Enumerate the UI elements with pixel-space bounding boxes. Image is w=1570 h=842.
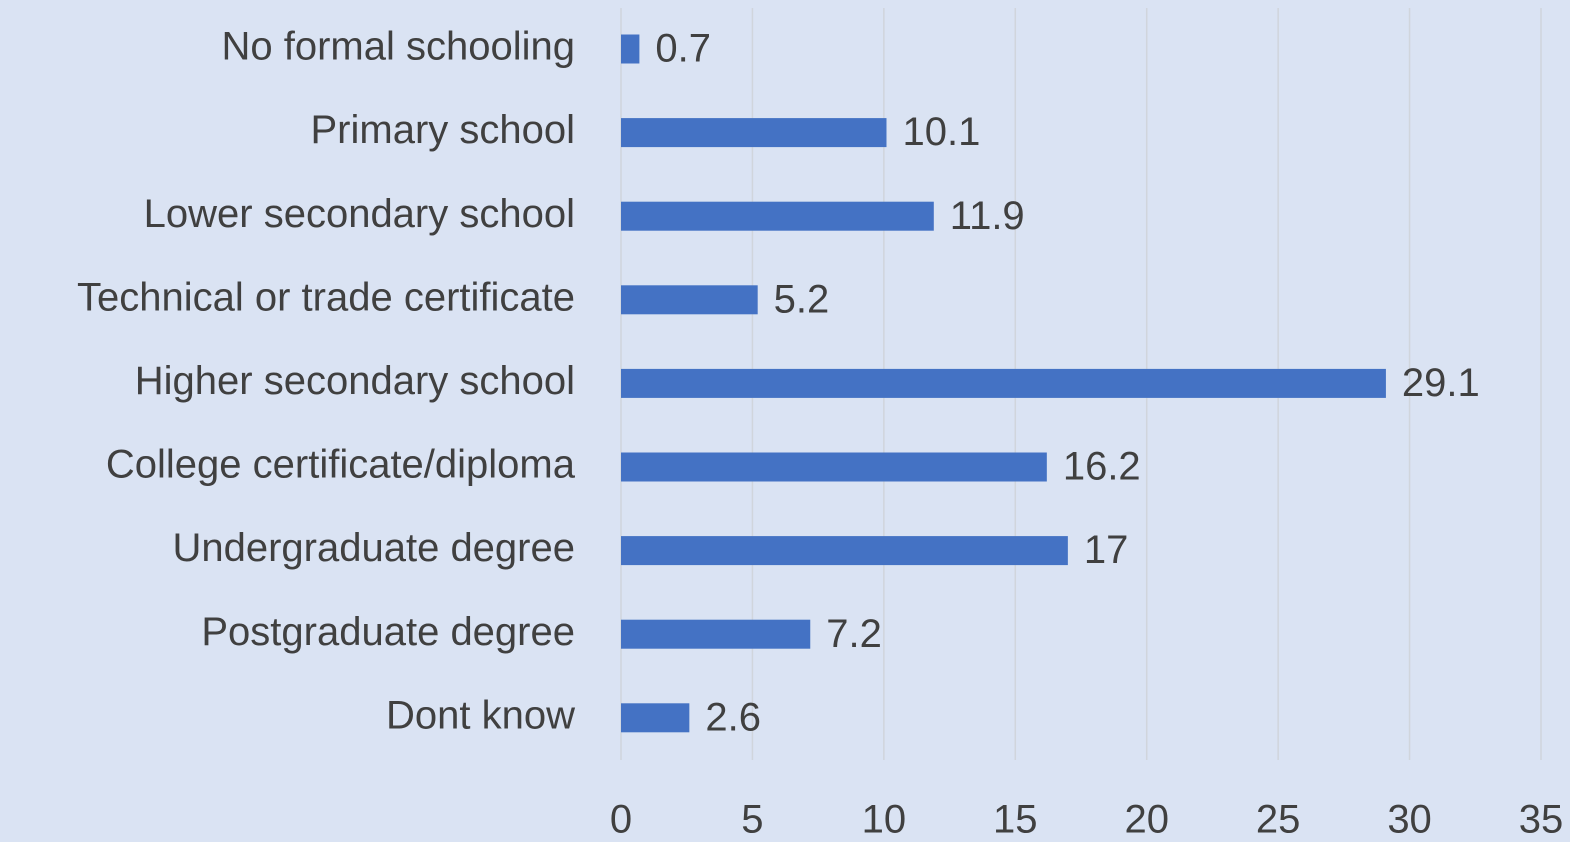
y-tick-label: Higher secondary school: [135, 359, 575, 403]
bar: [621, 703, 690, 733]
x-tick-label: 15: [993, 798, 1038, 842]
y-tick-label: No formal schooling: [222, 25, 576, 69]
data-label: 17: [1084, 528, 1129, 572]
data-label: 10.1: [902, 110, 980, 154]
data-label: 5.2: [774, 277, 830, 321]
x-tick-label: 35: [1519, 798, 1564, 842]
x-tick-label: 10: [862, 798, 907, 842]
bar: [621, 619, 811, 649]
bar: [621, 536, 1068, 566]
y-tick-label: Postgraduate degree: [201, 610, 575, 654]
x-tick-label: 20: [1124, 798, 1169, 842]
data-label: 16.2: [1063, 445, 1141, 489]
data-label: 7.2: [826, 612, 882, 656]
x-tick-label: 25: [1256, 798, 1301, 842]
y-tick-label: Primary school: [310, 108, 575, 152]
y-tick-label: College certificate/diploma: [106, 443, 576, 487]
bar: [621, 118, 887, 148]
bar: [621, 201, 934, 231]
data-label: 0.7: [655, 27, 711, 71]
bar: [621, 368, 1386, 398]
x-tick-label: 0: [610, 798, 632, 842]
x-tick-label: 30: [1387, 798, 1432, 842]
bar: [621, 452, 1047, 482]
bar: [621, 285, 758, 315]
data-label: 29.1: [1402, 361, 1480, 405]
x-tick-label: 5: [741, 798, 763, 842]
y-tick-label: Lower secondary school: [144, 192, 575, 236]
y-tick-label: Technical or trade certificate: [77, 275, 575, 319]
y-tick-label: Dont know: [386, 693, 575, 737]
bar: [621, 34, 640, 64]
y-tick-label: Undergraduate degree: [172, 526, 575, 570]
data-label: 11.9: [950, 194, 1025, 238]
data-label: 2.6: [705, 695, 761, 739]
